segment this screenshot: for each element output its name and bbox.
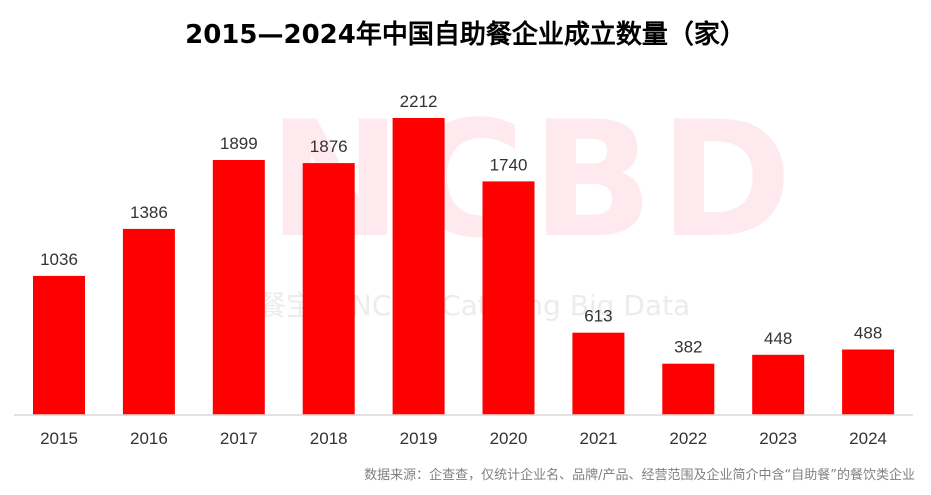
value-label-2024: 488 xyxy=(854,324,882,343)
bar-2017 xyxy=(212,160,265,415)
value-label-2022: 382 xyxy=(674,338,702,357)
source-note: 数据来源：企查查，仅统计企业名、品牌/产品、经营范围及企业简介中含“自助餐”的餐… xyxy=(364,468,915,483)
x-tick-label-2020: 2020 xyxy=(490,429,528,448)
x-tick-label-2023: 2023 xyxy=(759,429,797,448)
x-tick-label-2015: 2015 xyxy=(40,429,78,448)
bar-2015 xyxy=(33,275,85,415)
x-tick-label-2016: 2016 xyxy=(130,429,168,448)
value-label-2021: 613 xyxy=(584,307,612,326)
bar-2022 xyxy=(662,363,715,415)
bar-2016 xyxy=(122,228,175,415)
x-tick-label-2022: 2022 xyxy=(669,429,707,448)
value-label-2023: 448 xyxy=(764,329,792,348)
x-tick-label-2024: 2024 xyxy=(849,429,887,448)
x-tick-label-2017: 2017 xyxy=(220,429,258,448)
value-label-2018: 1876 xyxy=(310,137,348,156)
bar-2024 xyxy=(842,349,895,415)
bar-2023 xyxy=(752,354,805,415)
value-label-2017: 1899 xyxy=(220,134,258,153)
value-label-2020: 1740 xyxy=(490,155,528,174)
value-label-2019: 2212 xyxy=(400,92,438,111)
x-tick-label-2018: 2018 xyxy=(310,429,348,448)
bar-2021 xyxy=(572,332,625,415)
chart-title: 2015—2024年中国自助餐企业成立数量（家） xyxy=(185,20,746,50)
x-tick-label-2021: 2021 xyxy=(579,429,617,448)
value-label-2016: 1386 xyxy=(130,203,168,222)
x-tick-label-2019: 2019 xyxy=(400,429,438,448)
bar-2018 xyxy=(302,163,355,415)
bar-2019 xyxy=(392,118,445,415)
bar-2020 xyxy=(482,181,535,415)
value-label-2015: 1036 xyxy=(40,250,78,269)
